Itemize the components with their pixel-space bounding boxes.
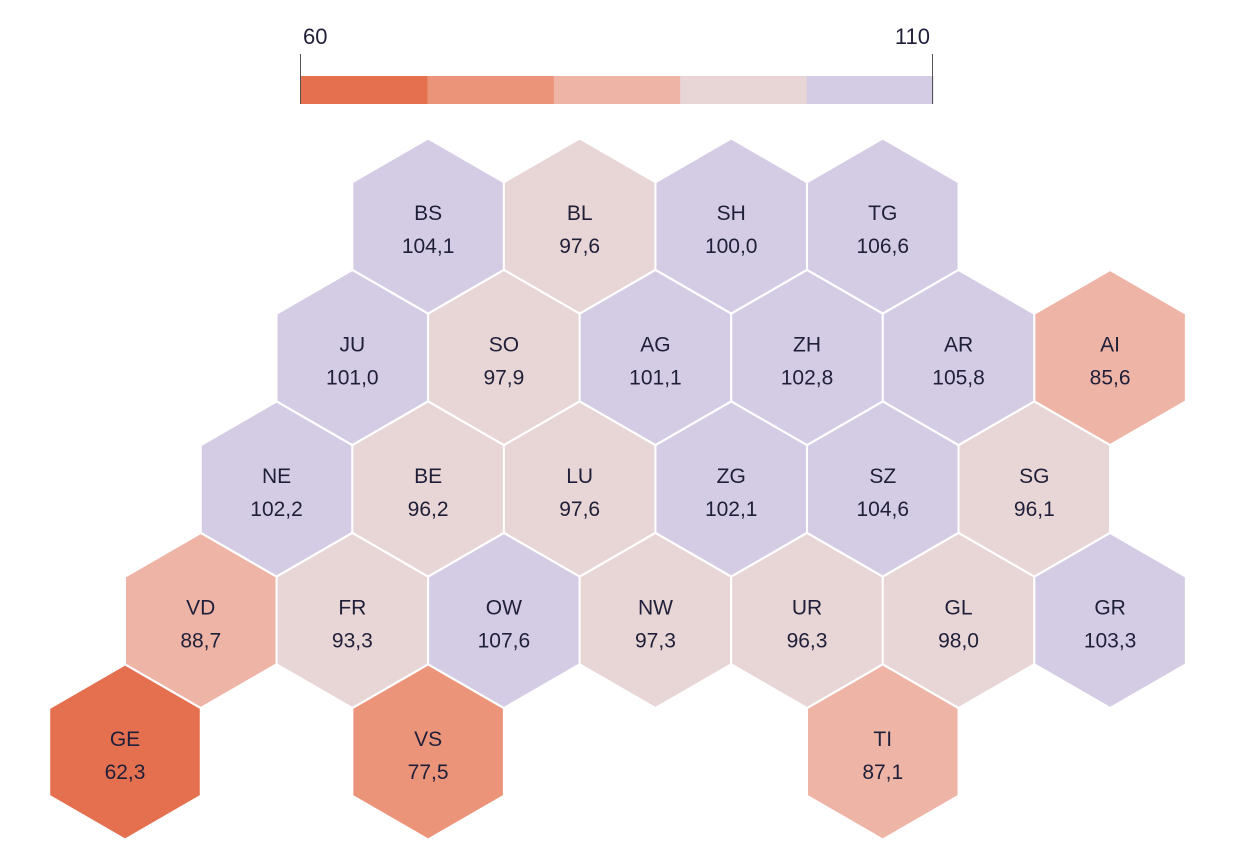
canton-value-label: 97,6 <box>559 498 600 521</box>
legend-min-label: 60 <box>303 24 327 49</box>
canton-gl: GL 98,0 <box>881 531 1036 710</box>
canton-value-label: 98,0 <box>938 630 979 653</box>
canton-code-label: AR <box>944 334 973 357</box>
canton-value-label: 97,6 <box>559 235 600 258</box>
canton-hexagon <box>351 663 505 841</box>
canton-value-label: 62,3 <box>105 761 146 784</box>
canton-hexagon <box>1033 531 1187 710</box>
canton-value-label: 104,6 <box>856 498 909 521</box>
canton-value-label: 102,8 <box>781 367 834 390</box>
canton-code-label: GR <box>1094 597 1126 620</box>
canton-code-label: AI <box>1100 334 1120 357</box>
legend-color-scale <box>301 76 934 104</box>
canton-code-label: JU <box>339 334 365 357</box>
canton-value-label: 96,3 <box>787 630 828 653</box>
canton-code-label: BE <box>414 465 442 488</box>
canton-code-label: SZ <box>869 465 896 488</box>
canton-code-label: GE <box>110 728 140 751</box>
legend-max-label: 110 <box>895 24 930 49</box>
canton-value-label: 87,1 <box>862 761 903 784</box>
canton-code-label: BS <box>414 202 442 225</box>
canton-value-label: 77,5 <box>408 761 449 784</box>
canton-value-label: 85,6 <box>1090 367 1131 390</box>
canton-value-label: 105,8 <box>932 367 985 390</box>
legend-bin-100-110 <box>806 76 934 104</box>
canton-code-label: UR <box>792 597 822 620</box>
canton-nw: NW 97,3 <box>578 531 733 710</box>
canton-value-label: 102,1 <box>705 498 758 521</box>
legend: 60 110 <box>300 24 934 104</box>
canton-code-label: ZG <box>717 465 746 488</box>
canton-value-label: 107,6 <box>478 630 531 653</box>
canton-value-label: 101,0 <box>326 367 379 390</box>
canton-vs: VS 77,5 <box>351 663 505 841</box>
canton-code-label: LU <box>566 465 593 488</box>
canton-hexagon <box>806 663 960 841</box>
canton-code-label: NW <box>638 597 673 620</box>
canton-value-label: 106,6 <box>856 235 909 258</box>
canton-code-label: OW <box>486 597 522 620</box>
canton-tg: TG 106,6 <box>806 137 960 315</box>
canton-ge: GE 62,3 <box>48 663 202 841</box>
canton-value-label: 101,1 <box>629 367 682 390</box>
canton-code-label: VS <box>414 728 442 751</box>
canton-value-label: 100,0 <box>705 235 758 258</box>
canton-value-label: 104,1 <box>402 235 455 258</box>
canton-code-label: SO <box>489 334 519 357</box>
canton-fr: FR 93,3 <box>275 531 430 710</box>
canton-gr: GR 103,3 <box>1033 531 1187 710</box>
canton-value-label: 96,1 <box>1014 498 1055 521</box>
canton-value-label: 102,2 <box>250 498 303 521</box>
legend-bin-90-100 <box>680 76 808 104</box>
canton-code-label: FR <box>338 597 366 620</box>
canton-sg: SG 96,1 <box>957 400 1112 578</box>
canton-value-label: 103,3 <box>1084 630 1137 653</box>
canton-value-label: 97,3 <box>635 630 676 653</box>
legend-bin-70-80 <box>427 76 555 104</box>
canton-value-label: 88,7 <box>180 630 221 653</box>
canton-code-label: VD <box>186 597 215 620</box>
canton-ju: JU 101,0 <box>275 268 430 447</box>
canton-code-label: SG <box>1019 465 1049 488</box>
canton-code-label: AG <box>640 334 670 357</box>
canton-value-label: 96,2 <box>408 498 449 521</box>
canton-code-label: GL <box>945 597 973 620</box>
canton-code-label: TI <box>873 728 892 751</box>
canton-code-label: NE <box>262 465 291 488</box>
canton-value-label: 97,9 <box>483 367 524 390</box>
canton-hexagons: BS 104,1 BL 97,6 SH 100,0 TG 106,6 JU 101,0 SO 97,9… <box>48 137 1187 841</box>
canton-so: SO 97,9 <box>427 268 581 447</box>
canton-ti: TI 87,1 <box>806 663 960 841</box>
canton-lu: LU 97,6 <box>502 400 657 578</box>
legend-bin-60-70 <box>301 76 428 104</box>
canton-hexagon <box>48 663 202 841</box>
canton-value-label: 93,3 <box>332 630 373 653</box>
canton-code-label: BL <box>567 202 593 225</box>
canton-code-label: SH <box>717 202 746 225</box>
canton-code-label: TG <box>868 202 897 225</box>
legend-bin-80-90 <box>553 76 681 104</box>
canton-code-label: ZH <box>793 334 821 357</box>
